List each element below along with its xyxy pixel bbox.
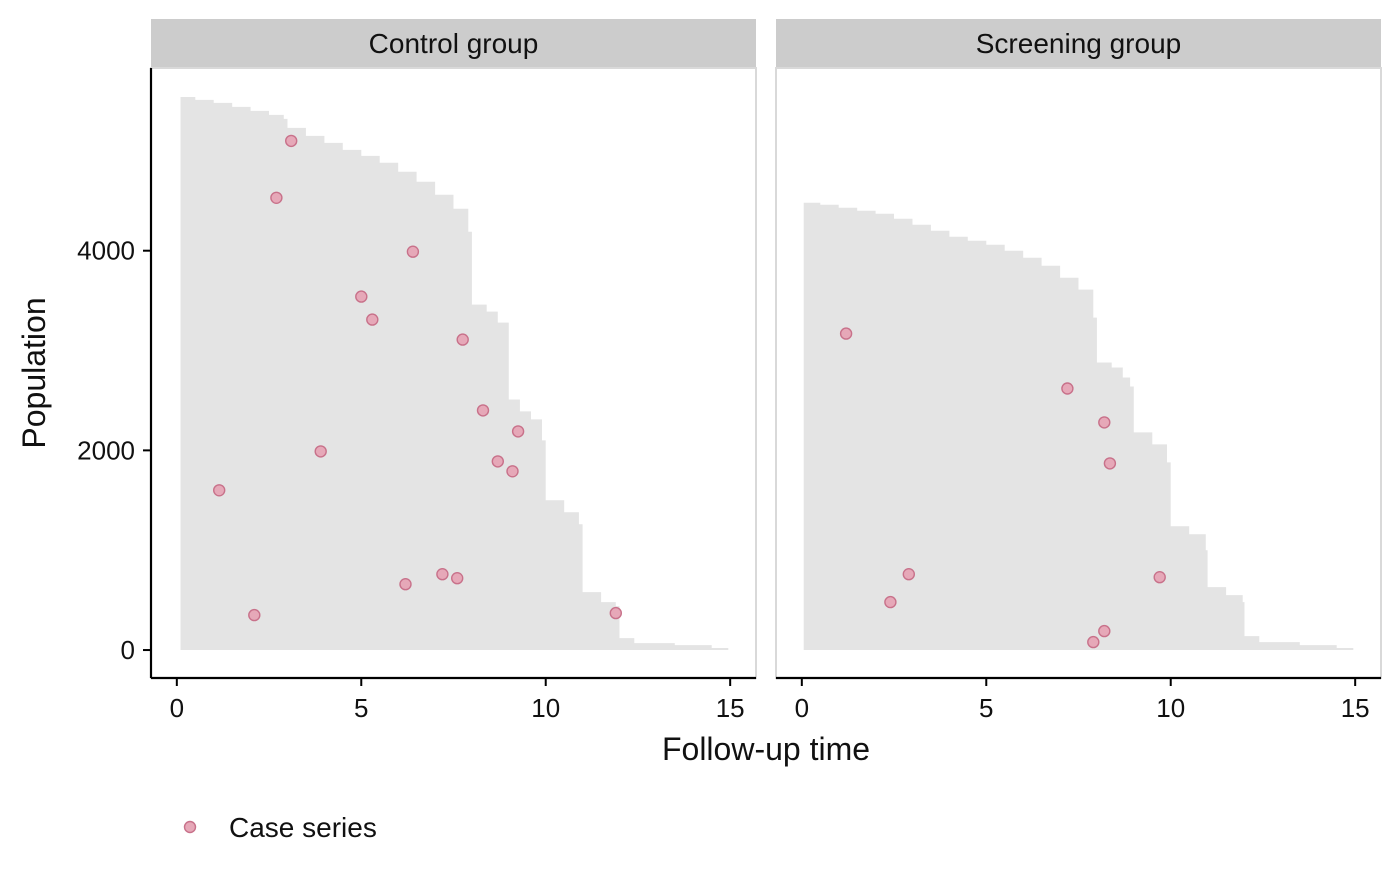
case-point [506, 465, 519, 478]
case-point [399, 578, 412, 591]
y-axis-title: Population [16, 297, 52, 448]
case-point [902, 568, 915, 581]
case-point [1098, 624, 1111, 638]
facet-strip [776, 19, 1381, 67]
case-point [248, 608, 261, 622]
case-point [436, 568, 449, 581]
case-point [270, 191, 283, 205]
x-tick-label: 15 [1341, 693, 1370, 723]
case-point [406, 245, 420, 258]
legend: Case series [183, 812, 377, 843]
panel-control: Control group 0 5 10 15 [150, 19, 757, 723]
case-point [451, 572, 464, 585]
legend-label: Case series [229, 812, 377, 843]
facet-strip-label: Control group [369, 28, 539, 59]
case-point [1087, 635, 1100, 649]
case-point [366, 313, 379, 326]
x-tick-label: 15 [716, 693, 745, 723]
case-point [491, 455, 504, 468]
case-point [314, 445, 327, 458]
case-point [212, 484, 226, 497]
case-point [1103, 457, 1117, 470]
y-tick-label: 4000 [77, 236, 135, 266]
case-point [285, 134, 298, 148]
x-tick-label: 10 [1156, 693, 1185, 723]
case-point [839, 327, 853, 340]
population-area [180, 97, 729, 650]
legend-key-point [183, 820, 197, 834]
case-point [476, 404, 490, 417]
case-point [609, 606, 622, 620]
case-point [1153, 571, 1166, 584]
x-tick-label: 0 [795, 693, 809, 723]
case-point [355, 290, 368, 303]
x-tick-label: 10 [531, 693, 560, 723]
panel-screening: Screening group 0 5 10 15 [775, 19, 1382, 723]
x-tick-label: 5 [979, 693, 993, 723]
case-point [1061, 382, 1074, 395]
x-tick-label: 0 [170, 693, 184, 723]
case-point [511, 425, 525, 438]
case-point [456, 333, 469, 346]
x-axis-title: Follow-up time [662, 731, 870, 767]
facet-strip [151, 19, 756, 67]
x-tick-label: 5 [354, 693, 368, 723]
y-tick-label: 2000 [77, 435, 135, 465]
case-point [1098, 416, 1111, 429]
population-area [803, 202, 1354, 651]
facet-strip-label: Screening group [976, 28, 1181, 59]
y-tick-label: 0 [121, 635, 135, 665]
case-point [884, 595, 897, 609]
